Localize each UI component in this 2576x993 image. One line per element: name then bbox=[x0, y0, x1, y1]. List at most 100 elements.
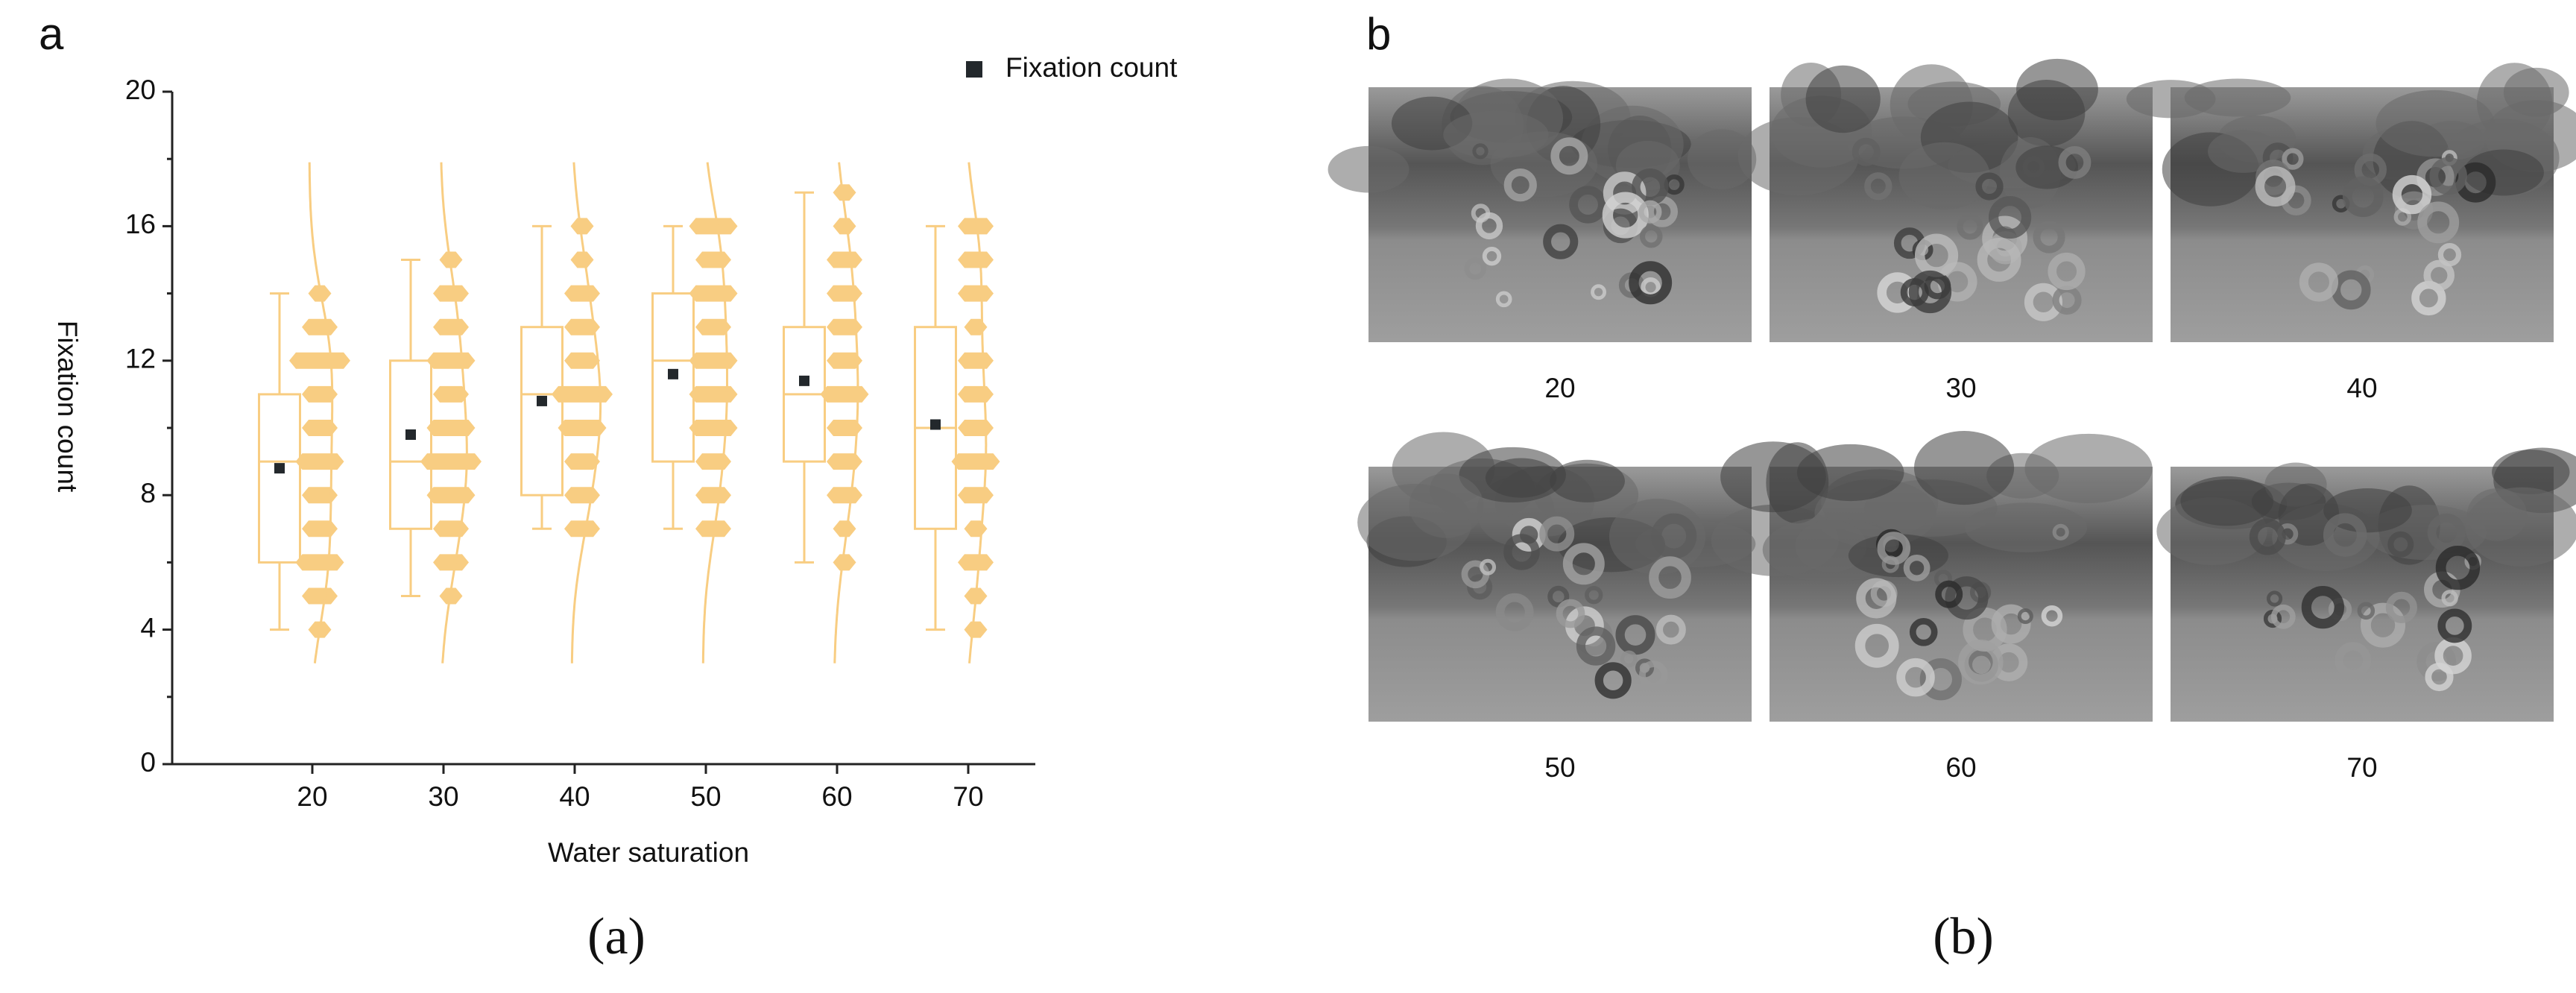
fixation-marker bbox=[2022, 156, 2045, 178]
point-cluster bbox=[689, 218, 738, 235]
fixation-marker bbox=[1919, 658, 1962, 701]
fixation-marker bbox=[2334, 642, 2372, 679]
fixation-marker bbox=[2301, 586, 2345, 629]
point-cluster bbox=[958, 285, 994, 302]
panel-caption: (a) bbox=[587, 908, 645, 965]
legend-marker bbox=[966, 61, 982, 78]
image-label: 20 bbox=[1544, 373, 1575, 403]
fixation-marker bbox=[2435, 545, 2481, 590]
fixation-marker bbox=[1896, 658, 1935, 697]
point-cluster bbox=[827, 487, 862, 504]
point-cluster bbox=[827, 318, 862, 335]
point-cluster bbox=[302, 487, 338, 504]
fixation-marker bbox=[1475, 212, 1503, 240]
fixation-marker bbox=[1562, 543, 1605, 585]
tree-canopy bbox=[1737, 117, 1859, 195]
point-cluster bbox=[820, 385, 869, 403]
fixation-marker bbox=[2048, 252, 2086, 291]
point-cluster bbox=[689, 420, 738, 436]
fixation-marker bbox=[1539, 516, 1575, 552]
point-cluster bbox=[433, 554, 469, 571]
fixation-marker bbox=[1975, 172, 2004, 201]
tree-canopy bbox=[2503, 67, 2569, 117]
fixation-marker bbox=[1472, 143, 1489, 160]
fixation-marker bbox=[1495, 291, 1512, 308]
fixation-marker bbox=[1482, 246, 1502, 266]
point-cluster bbox=[570, 251, 594, 268]
point-cluster bbox=[433, 285, 469, 302]
tree-canopy bbox=[1357, 483, 1472, 561]
tree-canopy bbox=[2180, 476, 2274, 526]
fixation-marker bbox=[1864, 172, 1892, 201]
point-cluster bbox=[295, 453, 344, 470]
fixation-marker bbox=[1503, 534, 1540, 570]
point-cluster bbox=[564, 487, 600, 504]
fixation-marker bbox=[1903, 554, 1931, 581]
fixation-marker bbox=[2282, 148, 2304, 170]
fixation-marker bbox=[1480, 558, 1497, 576]
point-cluster bbox=[833, 218, 856, 235]
y-tick-label: 20 bbox=[125, 75, 156, 105]
point-cluster bbox=[827, 420, 862, 436]
tree-canopy bbox=[2007, 80, 2086, 147]
box bbox=[651, 292, 695, 463]
fixation-marker bbox=[1909, 618, 1938, 646]
fixation-marker bbox=[1556, 599, 1585, 628]
point-cluster bbox=[695, 318, 731, 335]
point-cluster bbox=[958, 218, 994, 235]
tree-canopy bbox=[2463, 149, 2544, 196]
point-cluster bbox=[827, 285, 862, 302]
mean-marker bbox=[274, 463, 285, 474]
x-tick-label: 20 bbox=[297, 781, 327, 812]
fixation-marker bbox=[1629, 261, 1673, 305]
fixation-marker bbox=[1655, 614, 1686, 645]
mean-marker bbox=[405, 429, 416, 441]
fixation-marker bbox=[2058, 145, 2092, 179]
point-cluster bbox=[958, 420, 994, 436]
image-label: 70 bbox=[2346, 752, 2377, 783]
fixation-marker bbox=[1543, 224, 1579, 259]
box bbox=[389, 359, 432, 530]
point-cluster bbox=[302, 420, 338, 436]
y-tick-label: 0 bbox=[140, 747, 156, 778]
point-cluster bbox=[827, 251, 862, 268]
point-cluster bbox=[558, 420, 607, 436]
point-cluster bbox=[827, 352, 862, 369]
point-cluster bbox=[695, 520, 731, 538]
fixation-marker bbox=[1576, 626, 1616, 666]
fixation-marker bbox=[2392, 174, 2432, 215]
y-tick-label: 8 bbox=[140, 478, 156, 508]
fixation-marker bbox=[2033, 221, 2065, 253]
point-cluster bbox=[564, 352, 600, 369]
fixation-marker bbox=[1585, 585, 1603, 605]
fixation-marker bbox=[2437, 608, 2472, 643]
fixation-marker bbox=[2266, 590, 2283, 607]
fixation-marker bbox=[2323, 513, 2367, 557]
tree-canopy bbox=[1687, 129, 1757, 190]
x-tick-label: 40 bbox=[559, 781, 590, 812]
tree-canopy bbox=[1796, 444, 1904, 502]
fixation-marker bbox=[1550, 137, 1588, 175]
fixation-marker bbox=[1495, 593, 1534, 631]
fixation-marker bbox=[2299, 262, 2339, 302]
point-cluster bbox=[958, 554, 994, 571]
fixation-marker bbox=[2387, 531, 2414, 558]
fixation-marker bbox=[2437, 242, 2462, 267]
box bbox=[258, 393, 301, 564]
mean-marker bbox=[537, 395, 547, 406]
fixation-marker bbox=[2270, 604, 2296, 629]
fixation-marker bbox=[1591, 284, 1607, 300]
tree-canopy bbox=[2208, 130, 2279, 173]
x-tick-label: 50 bbox=[690, 781, 721, 812]
fixation-marker bbox=[2041, 605, 2063, 627]
fixation-marker bbox=[1569, 186, 1607, 224]
y-tick-label: 12 bbox=[125, 344, 156, 374]
density-curve bbox=[308, 162, 334, 663]
fixation-marker bbox=[2423, 259, 2455, 291]
fixation-marker bbox=[2441, 590, 2458, 607]
fixation-marker bbox=[1854, 623, 1899, 668]
point-cluster bbox=[426, 420, 476, 436]
point-cluster bbox=[689, 385, 738, 403]
point-cluster bbox=[689, 285, 738, 302]
